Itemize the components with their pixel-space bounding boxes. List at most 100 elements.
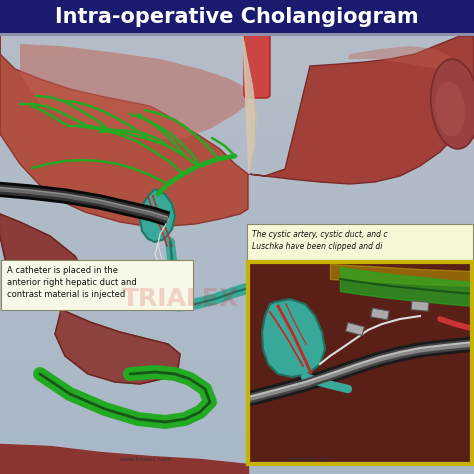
Bar: [0, 266, 474, 267]
Bar: [0, 454, 474, 455]
Bar: [0, 58, 474, 59]
Bar: [0, 313, 474, 314]
Bar: [0, 286, 474, 287]
Bar: [0, 32, 474, 33]
Bar: [0, 383, 474, 384]
Bar: [0, 335, 474, 336]
Bar: [0, 109, 474, 110]
Bar: [0, 95, 474, 96]
Bar: [0, 199, 474, 200]
Bar: [0, 174, 474, 175]
Bar: [0, 366, 474, 367]
Bar: [0, 93, 474, 94]
Bar: [0, 247, 474, 248]
Bar: [0, 166, 474, 167]
Bar: [0, 73, 474, 74]
Bar: [0, 428, 474, 429]
Bar: [0, 112, 474, 113]
Bar: [0, 431, 474, 432]
Bar: [0, 152, 474, 153]
Bar: [0, 173, 474, 174]
Bar: [0, 435, 474, 436]
Bar: [0, 396, 474, 397]
Bar: [0, 15, 474, 16]
Bar: [0, 45, 474, 46]
Bar: [0, 360, 474, 361]
Bar: [0, 54, 474, 55]
Bar: [0, 25, 474, 26]
Bar: [0, 235, 474, 236]
Bar: [0, 277, 474, 278]
Bar: [0, 186, 474, 187]
Bar: [0, 418, 474, 419]
Bar: [0, 99, 474, 100]
Bar: [0, 419, 474, 420]
Bar: [0, 27, 474, 28]
Bar: [0, 316, 474, 317]
Bar: [0, 384, 474, 385]
Bar: [0, 333, 474, 334]
Bar: [0, 163, 474, 164]
Bar: [0, 465, 474, 466]
Bar: [0, 78, 474, 79]
Bar: [0, 403, 474, 404]
Bar: [0, 43, 474, 44]
Bar: [0, 385, 474, 386]
Bar: [0, 157, 474, 158]
Bar: [0, 307, 474, 308]
Bar: [0, 160, 474, 161]
Bar: [0, 56, 474, 57]
Bar: [0, 458, 474, 459]
Bar: [0, 18, 474, 19]
Polygon shape: [0, 36, 248, 226]
Bar: [0, 182, 474, 183]
Bar: [0, 463, 474, 464]
Bar: [0, 122, 474, 123]
Bar: [0, 216, 474, 217]
Bar: [0, 314, 474, 315]
Bar: [0, 395, 474, 396]
Bar: [0, 154, 474, 155]
Bar: [0, 459, 474, 460]
Bar: [0, 156, 474, 157]
Bar: [0, 438, 474, 439]
Bar: [0, 380, 474, 381]
Text: 1-800-591-117: 1-800-591-117: [285, 457, 331, 462]
Bar: [0, 176, 474, 177]
Bar: [0, 110, 474, 111]
Bar: [0, 72, 474, 73]
Bar: [0, 262, 474, 263]
Bar: [0, 120, 474, 121]
Bar: [0, 145, 474, 146]
Bar: [0, 19, 474, 20]
Bar: [0, 67, 474, 68]
Bar: [0, 398, 474, 399]
Bar: [0, 304, 474, 305]
Bar: [0, 406, 474, 407]
Bar: [0, 201, 474, 202]
Bar: [0, 374, 474, 375]
Bar: [0, 167, 474, 168]
Bar: [0, 375, 474, 376]
Bar: [0, 347, 474, 348]
Bar: [0, 85, 474, 86]
Bar: [0, 92, 474, 93]
Bar: [0, 231, 474, 232]
Bar: [0, 53, 474, 54]
Bar: [0, 221, 474, 222]
Bar: [0, 412, 474, 413]
Bar: [0, 373, 474, 374]
Bar: [0, 100, 474, 101]
Bar: [0, 195, 474, 196]
Text: Intra-operative Cholangiogram: Intra-operative Cholangiogram: [55, 7, 419, 27]
Bar: [0, 148, 474, 149]
Bar: [0, 204, 474, 205]
Bar: [0, 439, 474, 440]
Bar: [0, 194, 474, 195]
Bar: [0, 253, 474, 254]
Bar: [0, 208, 474, 209]
Bar: [0, 94, 474, 95]
Bar: [0, 31, 474, 32]
Bar: [0, 421, 474, 422]
Bar: [0, 128, 474, 129]
